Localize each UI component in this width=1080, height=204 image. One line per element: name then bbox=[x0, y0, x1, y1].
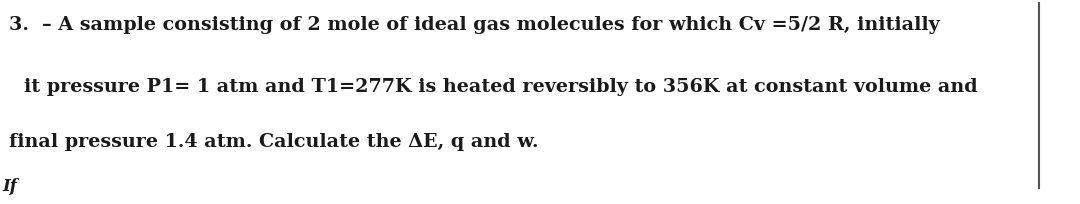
Text: final pressure 1.4 atm. Calculate the ΔE, q and w.: final pressure 1.4 atm. Calculate the ΔE… bbox=[9, 133, 538, 151]
Text: 3.  – A sample consisting of 2 mole of ideal gas molecules for which Cv =5/2 R, : 3. – A sample consisting of 2 mole of id… bbox=[9, 16, 940, 34]
Text: it pressure P1= 1 atm and T1=277K is heated reversibly to 356K at constant volum: it pressure P1= 1 atm and T1=277K is hea… bbox=[24, 78, 977, 95]
Text: If: If bbox=[2, 177, 17, 194]
